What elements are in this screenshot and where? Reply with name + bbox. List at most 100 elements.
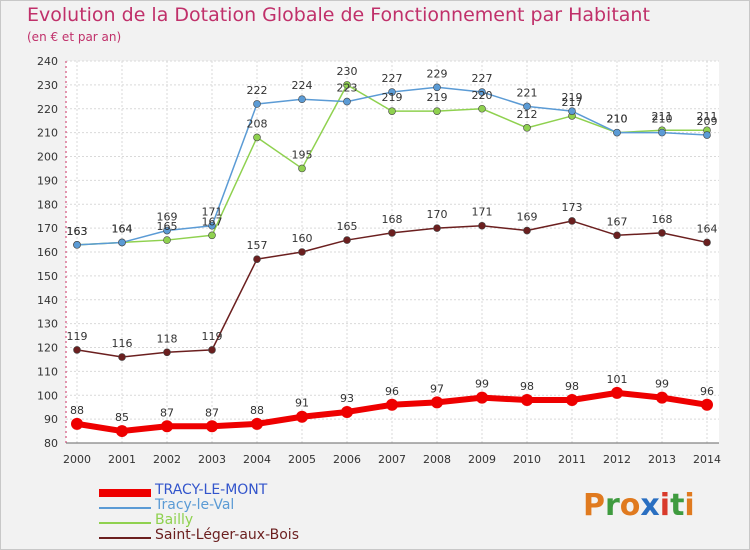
data-point — [251, 417, 263, 430]
data-point — [343, 97, 351, 106]
data-label: 217 — [562, 96, 583, 109]
y-tick-label: 90 — [44, 413, 58, 426]
y-tick-label: 130 — [37, 318, 58, 331]
data-label: 219 — [382, 91, 403, 104]
data-point — [476, 391, 488, 404]
data-label: 169 — [517, 211, 538, 224]
data-label: 118 — [157, 332, 178, 345]
data-label: 91 — [295, 397, 309, 410]
y-tick-label: 160 — [37, 246, 58, 259]
data-point — [118, 353, 126, 361]
x-tick-label: 2004 — [243, 453, 271, 466]
data-point — [163, 226, 171, 235]
logo-letter: t — [670, 488, 685, 523]
data-label: 163 — [67, 225, 88, 238]
y-tick-label: 230 — [37, 79, 58, 92]
data-label: 221 — [517, 86, 538, 99]
data-label: 210 — [607, 113, 628, 126]
legend-swatch — [99, 537, 151, 539]
data-point — [341, 405, 353, 418]
data-label: 160 — [292, 232, 313, 245]
legend-label: Bailly — [155, 512, 194, 528]
data-label: 88 — [70, 404, 84, 417]
data-point — [163, 236, 171, 244]
data-label: 168 — [652, 213, 673, 226]
data-point — [656, 391, 668, 404]
data-point — [161, 420, 173, 433]
data-label: 97 — [430, 382, 444, 395]
data-label: 171 — [202, 206, 223, 219]
data-point — [253, 100, 261, 108]
data-point — [388, 88, 396, 96]
data-label: 88 — [250, 404, 264, 417]
data-point — [568, 217, 576, 225]
data-label: 219 — [562, 91, 583, 104]
data-point — [611, 386, 623, 399]
y-tick-label: 120 — [37, 342, 58, 355]
data-point — [478, 221, 486, 230]
data-label: 222 — [247, 84, 268, 97]
data-label: 96 — [700, 385, 714, 398]
data-label: 98 — [565, 380, 579, 393]
data-label: 169 — [157, 211, 178, 224]
x-tick-label: 2007 — [378, 453, 406, 466]
data-label: 219 — [427, 91, 448, 104]
y-tick-label: 150 — [37, 270, 58, 283]
data-point — [523, 226, 531, 235]
x-tick-label: 2011 — [558, 453, 586, 466]
data-point — [253, 133, 261, 142]
x-tick-label: 2003 — [198, 453, 226, 466]
legend-label: Tracy-le-Val — [155, 497, 235, 513]
y-tick-label: 140 — [37, 294, 58, 307]
data-label: 173 — [562, 201, 583, 214]
x-tick-label: 2009 — [468, 453, 496, 466]
data-point — [163, 348, 171, 357]
chart-subtitle: (en € et par an) — [27, 30, 122, 44]
data-label: 227 — [472, 72, 493, 85]
data-label: 211 — [697, 110, 718, 123]
data-label: 93 — [340, 392, 354, 405]
data-point — [658, 229, 666, 237]
data-point — [478, 88, 486, 96]
data-label: 195 — [292, 148, 313, 161]
data-label: 96 — [385, 385, 399, 398]
legend-swatch — [99, 507, 151, 509]
data-point — [703, 131, 711, 139]
y-tick-label: 210 — [37, 127, 58, 140]
x-tick-label: 2010 — [513, 453, 541, 466]
data-label: 99 — [475, 378, 489, 391]
data-label: 99 — [655, 378, 669, 391]
data-label: 168 — [382, 213, 403, 226]
data-label: 229 — [427, 67, 448, 80]
data-point — [388, 229, 396, 237]
logo-letter: o — [619, 488, 641, 523]
data-point — [296, 410, 308, 423]
y-tick-label: 80 — [44, 437, 58, 450]
data-label: 98 — [520, 380, 534, 393]
data-label: 220 — [472, 89, 493, 102]
y-tick-label: 100 — [37, 389, 58, 402]
data-point — [253, 255, 261, 263]
data-point — [73, 241, 81, 249]
data-label: 165 — [157, 220, 178, 233]
y-tick-label: 240 — [37, 55, 58, 68]
data-label: 208 — [247, 117, 268, 130]
data-label: 165 — [337, 220, 358, 233]
data-point — [613, 231, 621, 240]
y-tick-label: 170 — [37, 222, 58, 235]
data-label: 87 — [160, 406, 174, 419]
x-tick-label: 2012 — [603, 453, 631, 466]
data-label: 119 — [202, 330, 223, 343]
logo-letter: i — [684, 488, 695, 523]
data-point — [431, 396, 443, 409]
data-label: 227 — [382, 72, 403, 85]
data-label: 164 — [112, 222, 133, 235]
data-point — [478, 104, 486, 113]
data-label: 224 — [292, 79, 313, 92]
data-point — [208, 221, 216, 230]
proxiti-logo: Proxiti — [583, 488, 695, 523]
x-tick-label: 2008 — [423, 453, 451, 466]
x-tick-label: 2005 — [288, 453, 316, 466]
data-point — [386, 398, 398, 411]
data-point — [118, 238, 126, 247]
